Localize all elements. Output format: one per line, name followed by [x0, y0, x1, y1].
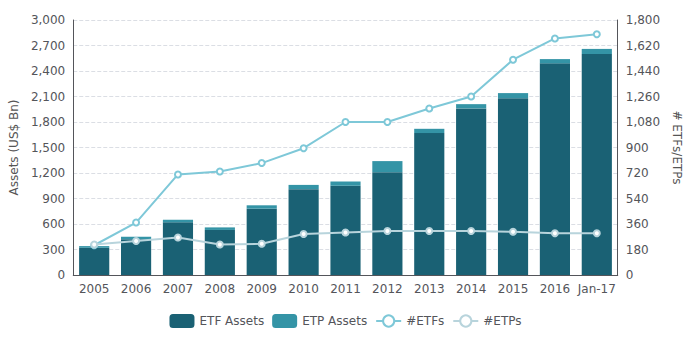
svg-text:ETF Assets: ETF Assets — [199, 314, 264, 328]
svg-text:1,500: 1,500 — [31, 141, 65, 155]
svg-text:360: 360 — [626, 217, 649, 231]
svg-text:600: 600 — [42, 217, 65, 231]
svg-text:1,440: 1,440 — [626, 64, 660, 78]
svg-text:2016: 2016 — [540, 282, 571, 296]
svg-text:0: 0 — [626, 268, 634, 282]
svg-text:2010: 2010 — [288, 282, 319, 296]
svg-text:#ETFs: #ETFs — [406, 314, 444, 328]
svg-text:#ETPs: #ETPs — [483, 314, 521, 328]
svg-text:2012: 2012 — [372, 282, 403, 296]
svg-text:2006: 2006 — [121, 282, 152, 296]
svg-text:2009: 2009 — [246, 282, 277, 296]
svg-text:540: 540 — [626, 192, 649, 206]
svg-text:Jan-17: Jan-17 — [577, 282, 616, 296]
svg-text:2,400: 2,400 — [31, 64, 65, 78]
svg-text:1,800: 1,800 — [626, 13, 660, 27]
svg-text:Assets (US$ Bn): Assets (US$ Bn) — [7, 100, 21, 196]
svg-text:ETP Assets: ETP Assets — [302, 314, 367, 328]
svg-text:2011: 2011 — [330, 282, 361, 296]
svg-text:2005: 2005 — [79, 282, 110, 296]
svg-text:1,620: 1,620 — [626, 39, 660, 53]
svg-text:1,080: 1,080 — [626, 115, 660, 129]
svg-text:1,200: 1,200 — [31, 166, 65, 180]
svg-text:2014: 2014 — [456, 282, 487, 296]
svg-text:2013: 2013 — [414, 282, 445, 296]
svg-text:900: 900 — [626, 141, 649, 155]
svg-text:2,100: 2,100 — [31, 90, 65, 104]
svg-text:3,000: 3,000 — [31, 13, 65, 27]
svg-text:2015: 2015 — [498, 282, 529, 296]
svg-text:900: 900 — [42, 192, 65, 206]
svg-text:2007: 2007 — [163, 282, 194, 296]
svg-text:0: 0 — [58, 268, 66, 282]
svg-text:2,700: 2,700 — [31, 39, 65, 53]
svg-text:# ETFs/ETPs: # ETFs/ETPs — [670, 110, 684, 184]
svg-text:300: 300 — [42, 243, 65, 257]
svg-text:180: 180 — [626, 243, 649, 257]
svg-text:1,800: 1,800 — [31, 115, 65, 129]
svg-text:720: 720 — [626, 166, 649, 180]
svg-text:1,260: 1,260 — [626, 90, 660, 104]
svg-text:2008: 2008 — [205, 282, 236, 296]
